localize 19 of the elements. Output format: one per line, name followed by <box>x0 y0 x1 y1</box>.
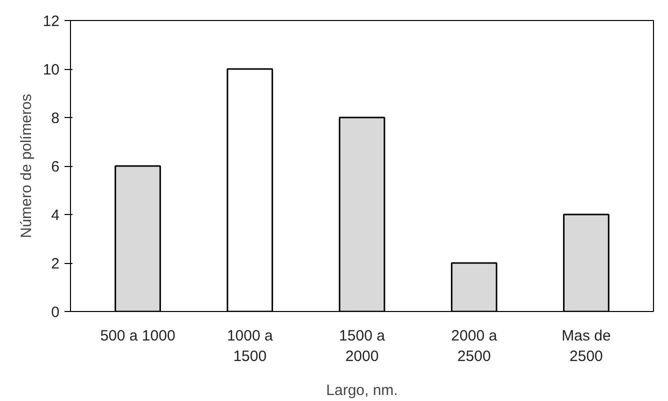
y-tick-label: 6 <box>51 158 60 176</box>
bar <box>450 262 498 312</box>
x-axis-title: Largo, nm. <box>326 382 398 399</box>
bar <box>338 116 386 312</box>
bar <box>563 214 610 312</box>
y-tick-label: 2 <box>51 256 60 272</box>
x-tick-label: 1000 a 1500 <box>226 328 274 365</box>
bar <box>226 68 274 312</box>
y-tick-label: 12 <box>42 13 60 30</box>
x-tick-label: 2000 a 2500 <box>451 328 498 365</box>
y-tick-label: 0 <box>51 304 60 321</box>
y-tick-label: 8 <box>51 110 60 127</box>
y-tick-label: 10 <box>42 62 60 78</box>
y-axis-title: Número de polímeros <box>18 94 35 238</box>
y-tick-label: 4 <box>51 207 60 224</box>
x-tick-label: 1500 a 2000 <box>339 328 386 365</box>
bar <box>114 165 161 312</box>
x-tick-label: 500 a 1000 <box>100 328 176 344</box>
x-tick-label: Mas de 2500 <box>562 328 611 365</box>
